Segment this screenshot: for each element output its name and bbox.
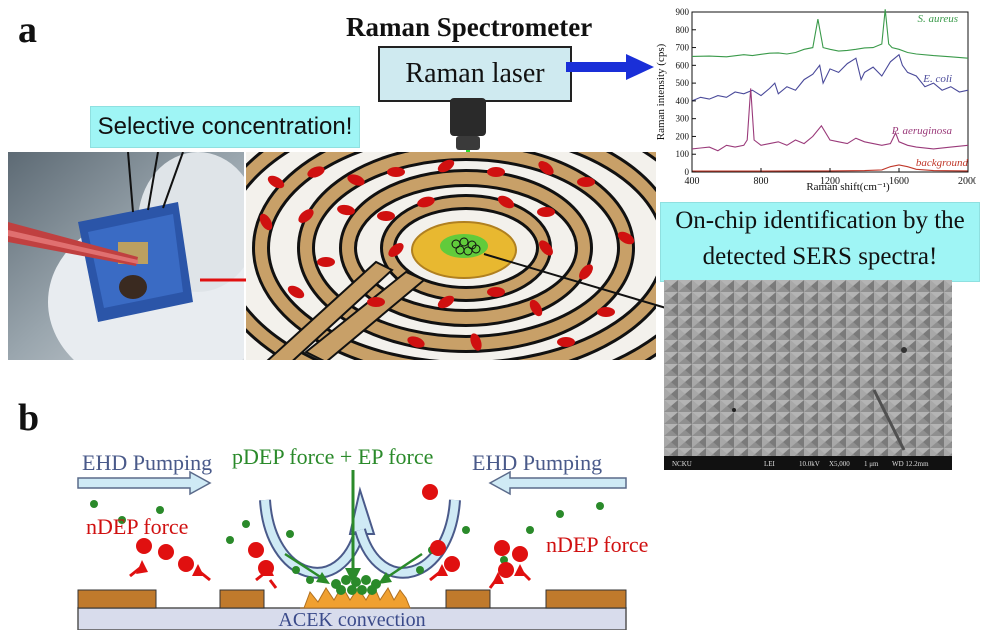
y-tick-label: 400 xyxy=(676,96,690,106)
chart-y-axis-label: Raman intensity (cps) xyxy=(655,43,667,140)
acek-convection-label: ACEK convection xyxy=(278,609,425,630)
x-tick-label: 800 xyxy=(754,176,769,187)
sem-footer-1: NCKU xyxy=(672,460,692,468)
chart-plot-frame xyxy=(691,11,969,173)
onchip-line-1: On-chip identification by the xyxy=(675,207,965,234)
ndep-force-right-label: nDEP force xyxy=(546,532,648,557)
x-tick-label: 2000 xyxy=(958,176,976,187)
x-tick-label: 400 xyxy=(685,176,700,187)
series-line-1 xyxy=(691,53,969,102)
y-tick-label: 600 xyxy=(676,60,690,70)
ehd-pumping-right-label: EHD Pumping xyxy=(472,450,602,475)
sem-footer-5: 1 μm xyxy=(864,460,879,468)
series-label-3: background xyxy=(916,157,969,169)
y-tick-label: 800 xyxy=(676,25,690,35)
series-label-1: E. coli xyxy=(922,73,952,85)
y-tick-label: 700 xyxy=(676,43,690,53)
objective-lens-icon xyxy=(450,98,486,150)
panel-b-label: b xyxy=(18,397,40,439)
onchip-line-2: detected SERS spectra! xyxy=(702,243,938,270)
y-tick-label: 300 xyxy=(676,114,690,124)
onchip-identification-label: On-chip identification by the detected S… xyxy=(660,202,980,282)
sem-footer-6: WD 12.2mm xyxy=(892,460,929,468)
panel-b-diagram: EHD Pumping EHD Pumping pDEP force + EP … xyxy=(77,444,648,630)
selective-concentration-label: Selective concentration! xyxy=(90,106,360,148)
spectrometer-title: Raman Spectrometer xyxy=(346,12,593,42)
sem-footer-2: LEI xyxy=(764,460,776,468)
y-tick-label: 0 xyxy=(685,167,690,177)
y-tick-label: 200 xyxy=(676,131,690,141)
x-tick-label: 1600 xyxy=(889,176,909,187)
raman-laser-box: Raman laser xyxy=(378,46,572,102)
sem-image: NCKU LEI 10.0kV X5,000 1 μm WD 12.2mm xyxy=(664,280,952,470)
chip-photo xyxy=(8,152,244,360)
x-tick-label: 1200 xyxy=(820,176,840,187)
sem-footer-4: X5,000 xyxy=(829,460,850,468)
ehd-pumping-left-label: EHD Pumping xyxy=(82,450,212,475)
chart-x-axis-label: Raman shift(cm⁻¹) xyxy=(806,181,890,193)
spiral-electrode-diagram xyxy=(246,152,656,360)
y-tick-label: 100 xyxy=(676,149,690,159)
raman-spectra-chart: 400 800 1200 1600 2000 0 100 200 300 400 500 600 700… xyxy=(655,7,976,193)
ndep-force-left-label: nDEP force xyxy=(86,514,188,539)
series-label-2: P. aeruginosa xyxy=(891,125,953,137)
y-tick-label: 900 xyxy=(676,7,690,17)
sem-footer-3: 10.0kV xyxy=(799,460,820,468)
pdep-ep-force-label: pDEP force + EP force xyxy=(232,444,433,469)
series-label-0: S. aureus xyxy=(917,13,958,25)
laser-to-chart-arrow xyxy=(566,54,654,80)
series-line-2 xyxy=(691,88,969,152)
y-tick-label: 500 xyxy=(676,78,690,88)
panel-a-label: a xyxy=(18,9,37,51)
series-line-0 xyxy=(691,9,969,59)
